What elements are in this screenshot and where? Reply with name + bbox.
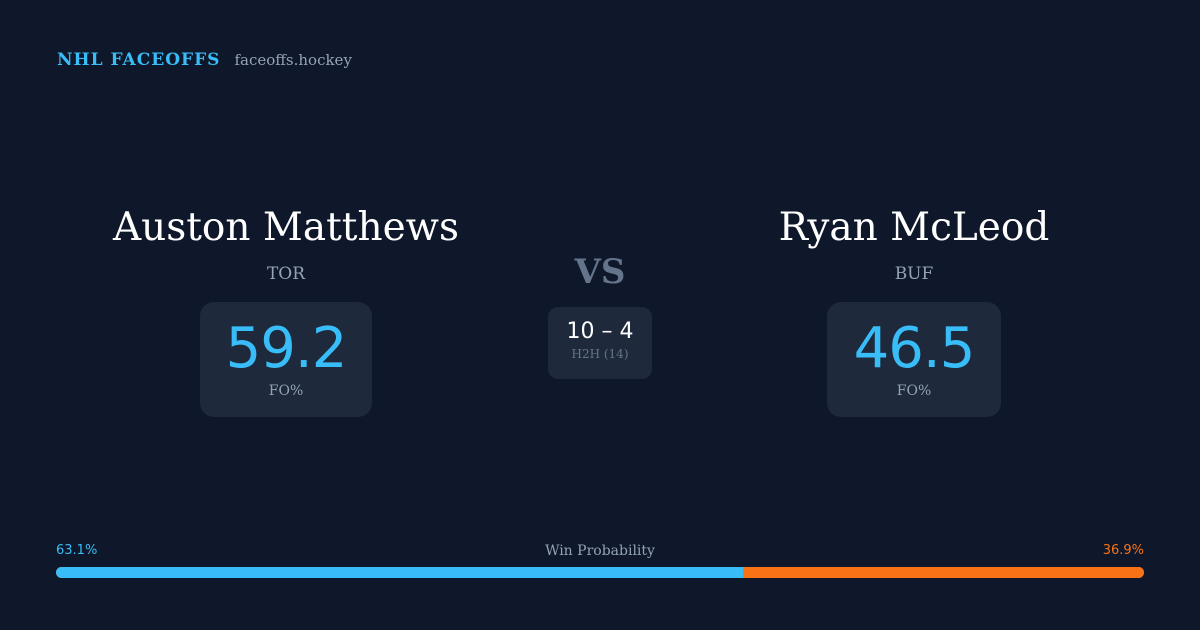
win-prob-bar	[56, 567, 1144, 578]
win-prob-right: 36.9%	[1102, 543, 1144, 558]
win-prob-bar-left	[56, 567, 743, 578]
win-prob-label: Win Probability	[545, 543, 655, 559]
win-prob-left: 63.1%	[56, 543, 98, 558]
faceoff-card: 46.5 FO%	[827, 302, 1001, 417]
head-to-head-card: 10 – 4 H2H (14)	[548, 307, 652, 379]
h2h-score: 10 – 4	[566, 319, 634, 344]
player-team: TOR	[266, 264, 306, 284]
win-prob-bar-right	[742, 567, 1144, 578]
win-probability: 63.1% Win Probability 36.9%	[56, 543, 1144, 578]
faceoff-label: FO%	[268, 383, 304, 399]
brand-url: faceoffs.hockey	[234, 51, 352, 69]
faceoff-label: FO%	[896, 383, 932, 399]
player-team: BUF	[894, 264, 934, 284]
player-name: Auston Matthews	[112, 205, 460, 250]
brand-title: NHL FACEOFFS	[57, 50, 221, 70]
faceoff-pct: 46.5	[853, 316, 976, 381]
player-name: Ryan McLeod	[778, 205, 1050, 250]
brand: NHL FACEOFFS faceoffs.hockey	[57, 50, 352, 70]
h2h-label: H2H (14)	[571, 347, 629, 361]
vs-label: VS	[574, 252, 626, 292]
faceoff-pct: 59.2	[225, 316, 348, 381]
player-right: Ryan McLeod BUF 46.5 FO%	[704, 205, 1124, 417]
player-left: Auston Matthews TOR 59.2 FO%	[76, 205, 496, 417]
faceoff-card: 59.2 FO%	[200, 302, 372, 417]
